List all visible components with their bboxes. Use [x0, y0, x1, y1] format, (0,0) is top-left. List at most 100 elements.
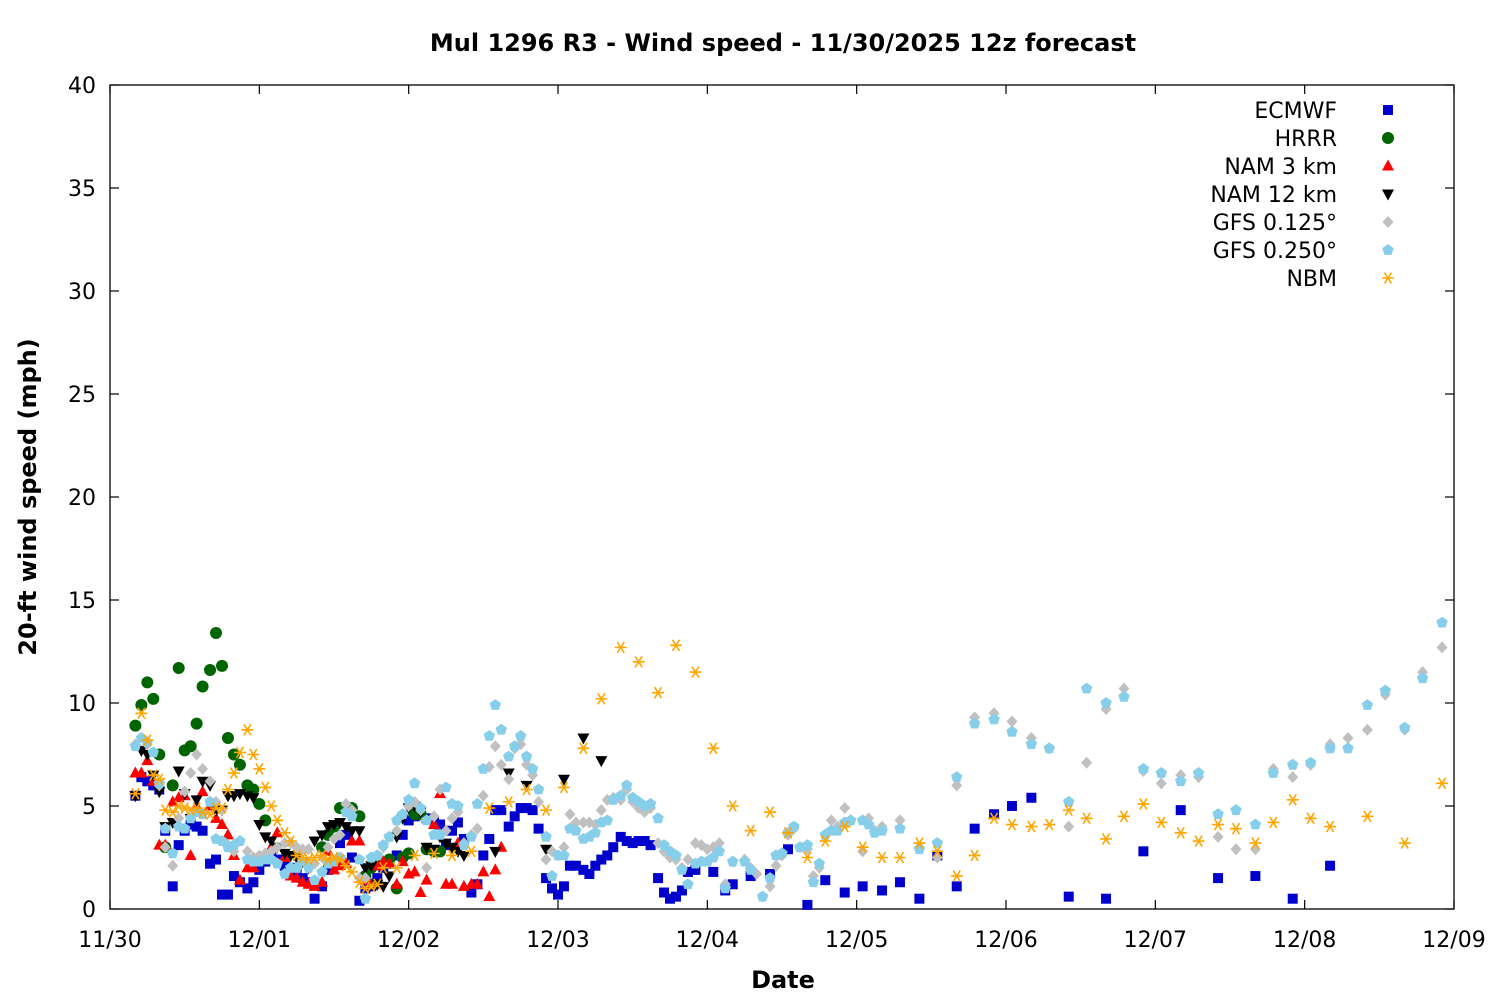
data-point — [483, 890, 496, 902]
data-point — [713, 845, 725, 857]
data-point — [353, 876, 366, 889]
data-point — [465, 845, 478, 858]
data-point — [503, 773, 515, 786]
data-point — [951, 779, 963, 792]
data-point — [445, 877, 458, 889]
data-point — [159, 804, 172, 817]
data-point — [527, 805, 538, 816]
x-tick-label: 12/05 — [825, 928, 888, 953]
y-tick-label: 20 — [68, 486, 96, 511]
data-point — [838, 820, 851, 833]
data-point — [1155, 816, 1168, 829]
y-tick-label: 35 — [68, 177, 96, 202]
data-point — [222, 889, 233, 900]
data-point — [670, 891, 681, 902]
data-point — [210, 811, 223, 823]
data-point — [1137, 762, 1150, 774]
data-point — [496, 805, 507, 816]
data-point — [339, 822, 352, 834]
data-point — [477, 789, 489, 802]
data-point — [308, 851, 321, 864]
data-point — [446, 812, 458, 825]
data-point — [690, 864, 701, 875]
data-point — [540, 804, 553, 817]
data-point — [233, 746, 246, 759]
data-point — [204, 808, 217, 821]
data-point — [601, 814, 613, 826]
data-point — [196, 806, 209, 819]
legend-marker — [1382, 189, 1394, 201]
data-point — [271, 814, 284, 827]
data-point — [1192, 767, 1205, 778]
data-point — [166, 795, 179, 807]
data-point — [1212, 808, 1224, 820]
data-point — [802, 899, 813, 910]
legend-label: GFS 0.250° — [1213, 239, 1337, 264]
data-point — [584, 868, 595, 879]
data-point — [428, 818, 441, 830]
data-point — [216, 835, 228, 846]
data-point — [665, 893, 675, 904]
legend-marker — [1382, 216, 1394, 228]
data-point — [533, 795, 545, 808]
x-tick-label: 12/06 — [974, 928, 1037, 953]
data-point — [254, 864, 265, 875]
y-tick-label: 30 — [68, 280, 96, 305]
y-axis-label: 20-ft wind speed (mph) — [14, 338, 42, 655]
data-point — [756, 890, 769, 902]
data-point — [1287, 758, 1299, 770]
data-point — [167, 859, 179, 872]
data-point — [839, 887, 850, 898]
data-point — [1006, 725, 1018, 737]
data-point — [204, 775, 216, 788]
data-point — [216, 818, 228, 830]
data-point — [577, 742, 590, 755]
data-point — [1174, 826, 1187, 839]
data-point — [179, 822, 191, 834]
data-point — [951, 771, 963, 782]
data-point — [383, 857, 396, 869]
data-point — [590, 860, 601, 871]
data-point — [383, 871, 396, 883]
data-point — [397, 808, 409, 820]
data-point — [141, 734, 154, 747]
data-point — [484, 833, 495, 844]
data-point — [533, 823, 544, 834]
data-point — [614, 641, 627, 654]
data-point — [553, 889, 563, 900]
data-point — [1342, 732, 1354, 745]
data-point — [173, 812, 185, 825]
data-point — [632, 655, 645, 668]
data-point — [353, 872, 365, 885]
data-point — [228, 871, 239, 882]
data-point — [271, 841, 283, 854]
legend-entry: ECMWF — [1254, 99, 1393, 124]
data-point — [1230, 843, 1242, 856]
data-point — [135, 707, 148, 720]
data-point — [988, 812, 1001, 825]
plot-border — [109, 84, 1455, 910]
data-point — [894, 822, 906, 834]
data-point — [308, 879, 321, 891]
data-point — [167, 847, 179, 859]
data-point — [190, 717, 203, 730]
data-point — [489, 740, 501, 753]
data-point — [644, 797, 657, 809]
data-point — [689, 666, 702, 679]
series-gfs-0-250- — [129, 616, 1448, 904]
data-point — [862, 818, 875, 830]
data-point — [340, 829, 351, 840]
data-point — [457, 850, 470, 862]
data-point — [271, 826, 284, 838]
data-point — [602, 850, 613, 861]
data-point — [801, 839, 814, 850]
data-point — [259, 832, 272, 844]
data-point — [781, 826, 794, 839]
x-tick-label: 12/04 — [676, 928, 739, 953]
data-point — [353, 853, 366, 865]
data-point — [414, 802, 427, 813]
data-point — [129, 787, 142, 800]
data-point — [495, 758, 507, 771]
data-point — [989, 809, 1000, 820]
data-point — [839, 802, 851, 815]
